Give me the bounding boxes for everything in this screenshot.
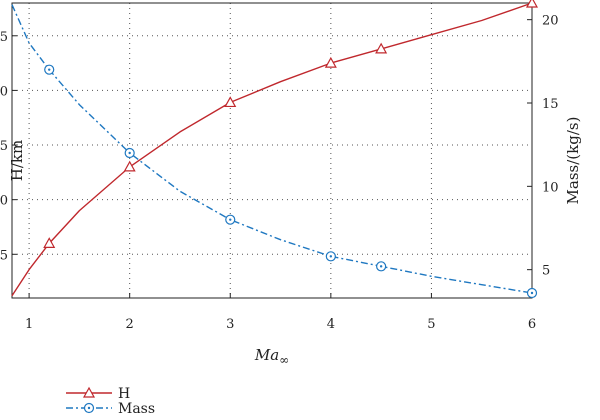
x-axis-label: Ma∞ xyxy=(254,346,289,367)
y-left-tick-label: 15 xyxy=(0,139,8,154)
y-left-tick-label: 20 xyxy=(0,84,8,99)
x-tick-label: 1 xyxy=(25,317,33,332)
y-right-tick-label: 15 xyxy=(542,97,559,112)
mass-data-point-dot xyxy=(530,291,534,295)
x-tick-label: 6 xyxy=(528,317,536,332)
legend-h-marker xyxy=(82,386,96,398)
y-left-tick-label: 10 xyxy=(0,194,8,209)
h-series-line xyxy=(11,2,533,297)
x-axis-label-main: Ma xyxy=(254,346,279,364)
grid-layer xyxy=(12,3,532,298)
x-tick-label: 2 xyxy=(126,317,134,332)
h-data-point xyxy=(324,56,337,68)
y-left-axis-label: H/km xyxy=(8,140,26,181)
x-tick-label: 5 xyxy=(427,317,435,332)
y-left-tick-label: 5 xyxy=(0,248,8,263)
x-tick-label: 3 xyxy=(226,317,234,332)
ticks-layer: 1 2 3 4 5 6 5 10 15 20 25 5 10 15 20 xyxy=(0,14,559,332)
h-data-point xyxy=(224,96,237,108)
h-data-point xyxy=(525,0,539,8)
mass-data-point-dot xyxy=(229,218,232,221)
mass-data-point-dot xyxy=(329,255,333,258)
y-right-tick-label: 5 xyxy=(542,264,550,279)
y-left-tick-label: 25 xyxy=(0,30,8,45)
mass-data-point-dot xyxy=(128,151,131,155)
x-axis-label-subscript: ∞ xyxy=(279,353,289,367)
y-right-axis-label: Mass/(kg/s) xyxy=(564,117,582,205)
y-right-tick-label: 20 xyxy=(542,14,559,29)
h-data-point xyxy=(43,237,56,248)
mass-series-line xyxy=(11,4,533,294)
series-layer xyxy=(11,0,539,299)
h-data-point xyxy=(375,42,388,54)
y-right-tick-label: 10 xyxy=(542,180,559,195)
legend-h-label: H xyxy=(118,386,130,402)
legend-mass-label: Mass xyxy=(118,401,155,417)
plot-frame xyxy=(11,2,533,299)
mass-data-point-dot xyxy=(379,265,383,268)
h-data-point xyxy=(123,160,136,172)
x-tick-label: 4 xyxy=(327,317,335,332)
mass-data-point-dot xyxy=(48,68,51,71)
legend-mass-marker-dot xyxy=(87,406,91,410)
